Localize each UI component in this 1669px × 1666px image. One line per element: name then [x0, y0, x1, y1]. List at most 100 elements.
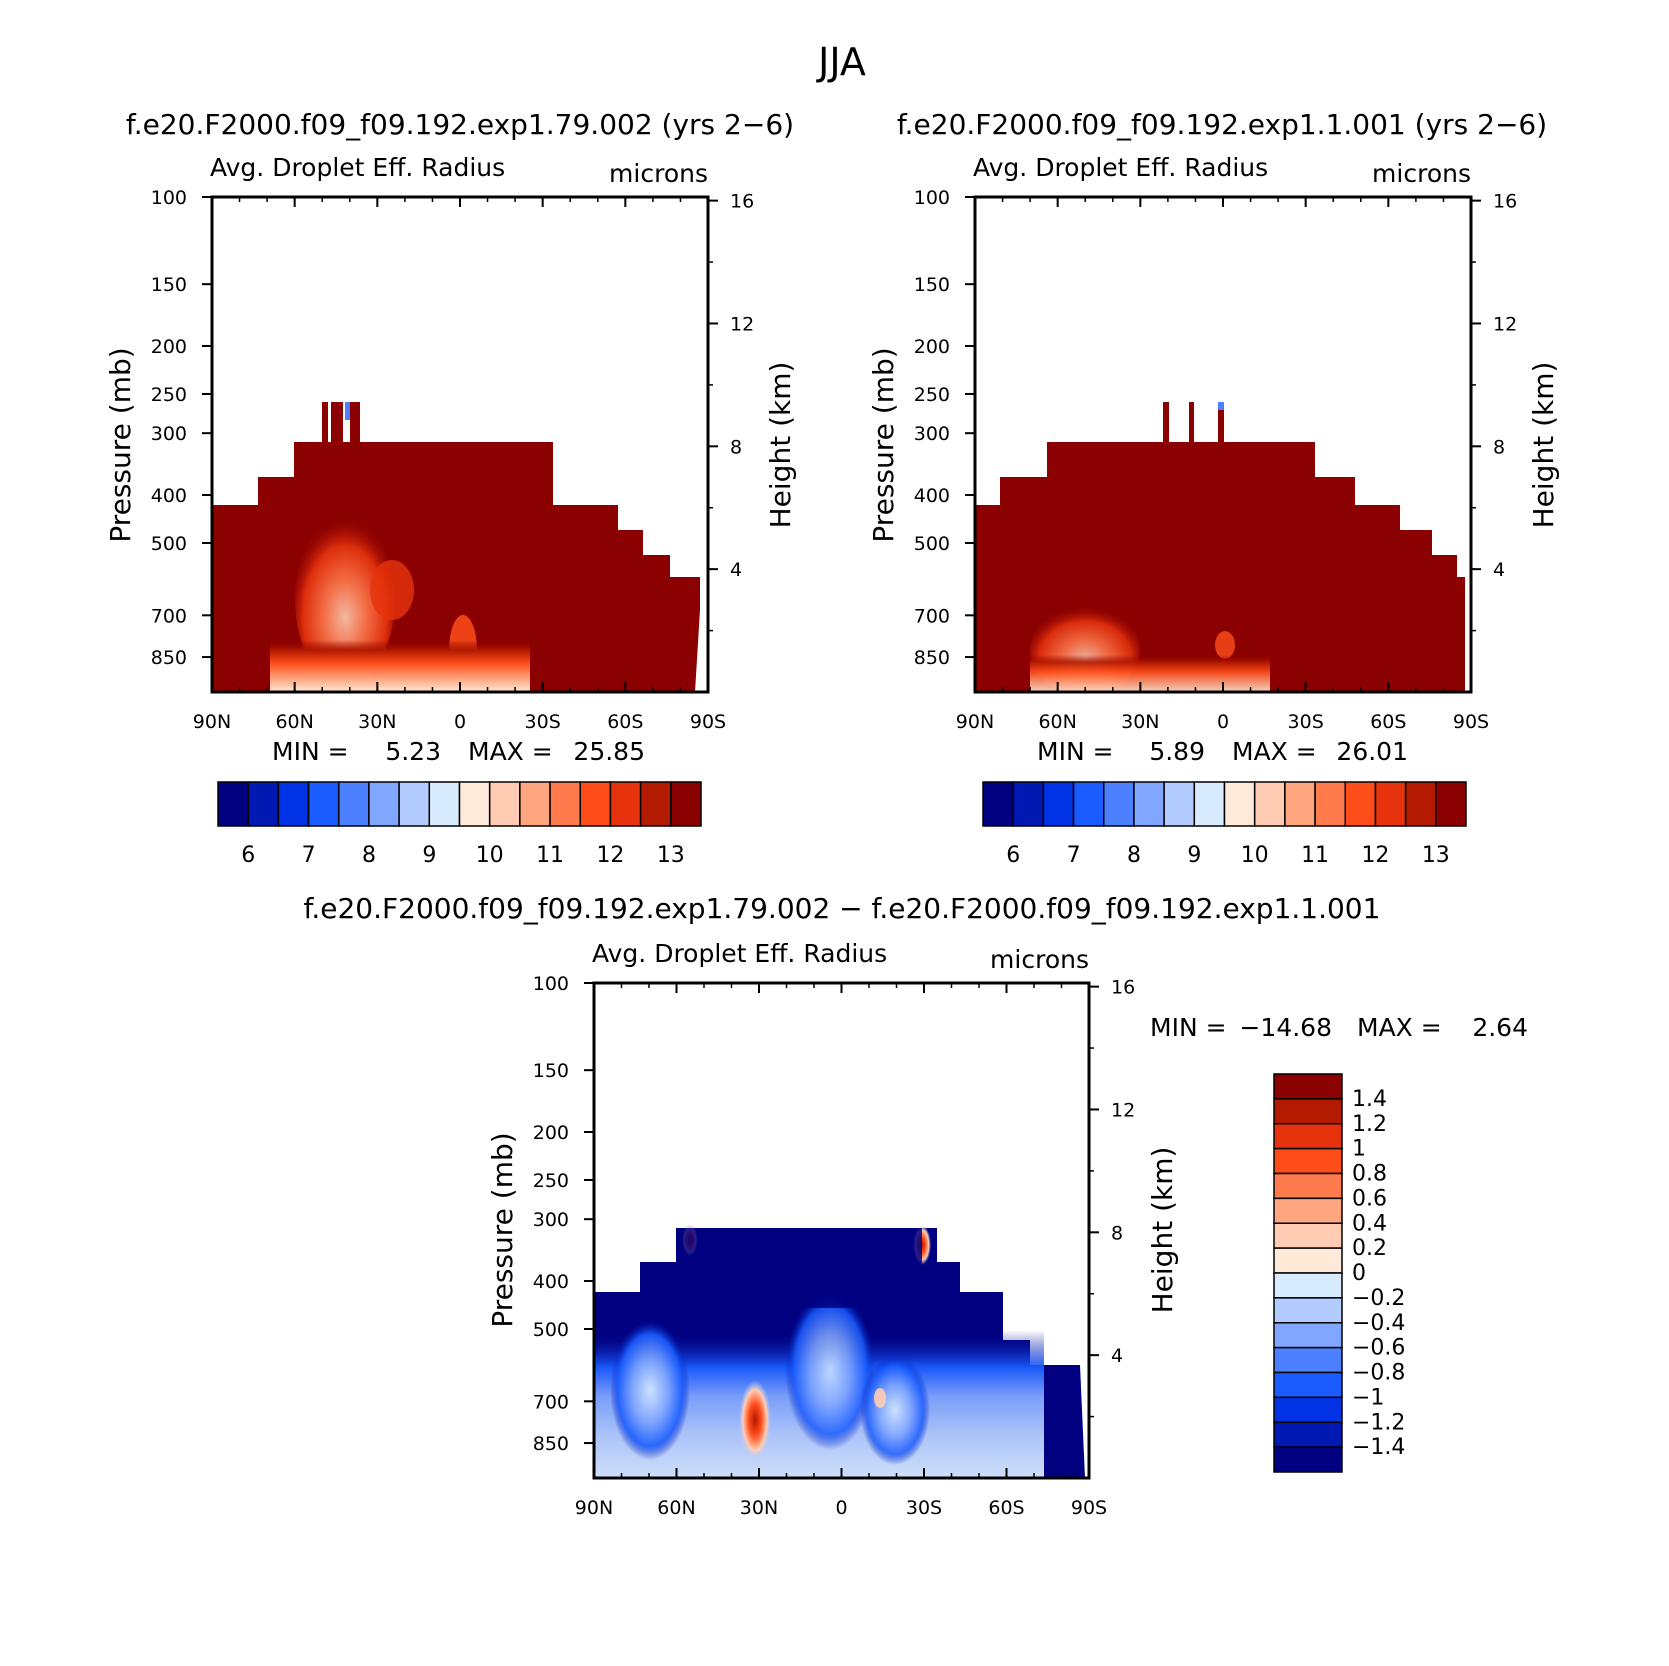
colorbar-swatch: [579, 781, 612, 827]
colorbar-label: 1.4: [1352, 1087, 1387, 1112]
colorbar-label: 11: [1301, 843, 1329, 868]
panel-1-spike: [322, 402, 328, 442]
panel-1-ylabel: Pressure (mb): [104, 347, 137, 542]
panel-2-max-label: MAX =: [1232, 737, 1317, 766]
panel-1-field: [212, 402, 708, 692]
panel-2-spike: [1218, 402, 1224, 442]
y-tick-label: 850: [914, 647, 950, 669]
x-tick-label: 0: [1217, 711, 1229, 733]
panel-1: f.e20.F2000.f09_f09.192.exp1.79.002 (yrs…: [104, 108, 797, 868]
colorbar-swatch: [1163, 781, 1196, 827]
colorbar-swatch: [1273, 1222, 1343, 1249]
x-tick-label: 30N: [740, 1497, 778, 1519]
colorbar-label: 8: [1127, 843, 1141, 868]
y2-tick-label: 4: [730, 559, 742, 581]
colorbar-swatch: [982, 781, 1014, 827]
y-tick-label: 500: [914, 533, 950, 555]
y2-tick-label: 8: [1111, 1222, 1123, 1244]
colorbar-label: 12: [596, 843, 624, 868]
colorbar-swatch: [1273, 1446, 1343, 1473]
colorbar-label: 9: [422, 843, 436, 868]
x-tick-label: 60N: [1038, 711, 1076, 733]
colorbar-label: 9: [1187, 843, 1201, 868]
panel-2-spike: [1163, 402, 1169, 442]
panel-1-spike: [331, 402, 343, 442]
y2-tick-label: 12: [1111, 1099, 1135, 1121]
y2-tick-label: 12: [730, 313, 754, 335]
panel-3-max-value: 2.64: [1472, 1013, 1528, 1042]
panel-1-max-label: MAX =: [468, 737, 553, 766]
y-tick-label: 850: [151, 647, 187, 669]
colorbar-swatch: [1314, 781, 1346, 827]
panel-1-colorbar: 6 7 8 9 10 11 12 13: [217, 781, 702, 868]
colorbar-swatch: [549, 781, 581, 827]
x-tick-label: 30N: [358, 711, 396, 733]
colorbar-label: 12: [1361, 843, 1389, 868]
panel-2-min-value: 5.89: [1149, 737, 1205, 766]
x-tick-label: 60S: [988, 1497, 1024, 1519]
y-tick-label: 250: [914, 384, 950, 406]
y-tick-label: 150: [151, 274, 187, 296]
panel-2-title-left: Avg. Droplet Eff. Radius: [973, 153, 1268, 182]
y2-tick-label: 4: [1493, 559, 1505, 581]
colorbar-label: −0.4: [1352, 1311, 1405, 1336]
x-tick-label: 90N: [956, 711, 994, 733]
y-tick-label: 700: [533, 1391, 569, 1413]
x-tick-label: 0: [454, 711, 466, 733]
panel-1-plume: [370, 560, 414, 620]
colorbar-swatch: [1253, 781, 1286, 827]
y-tick-label: 500: [533, 1319, 569, 1341]
y-tick-label: 500: [151, 533, 187, 555]
panel-2-colorbar: 6 7 8 9 10 11 12 13: [982, 781, 1467, 868]
colorbar-swatch: [1404, 781, 1437, 827]
colorbar-swatch: [1273, 1297, 1343, 1324]
colorbar-swatch: [1223, 781, 1256, 827]
panel-3-ylabel: Pressure (mb): [486, 1132, 519, 1327]
colorbar-label: 11: [536, 843, 564, 868]
colorbar-swatch: [1273, 1346, 1343, 1374]
panel-1-min-value: 5.23: [385, 737, 441, 766]
colorbar-label: 6: [1006, 843, 1020, 868]
panel-1-edge-blank: [700, 577, 708, 692]
colorbar-label: 7: [1067, 843, 1081, 868]
y-tick-label: 700: [151, 605, 187, 627]
y2-tick-label: 4: [1111, 1345, 1123, 1367]
y-tick-label: 150: [914, 274, 950, 296]
colorbar-label: 1.2: [1352, 1112, 1387, 1137]
colorbar-swatch: [1273, 1247, 1343, 1274]
colorbar-label: −0.2: [1352, 1286, 1405, 1311]
y2-tick-label: 16: [1493, 191, 1517, 213]
colorbar-label: 10: [1241, 843, 1269, 868]
panel-1-axes: 90N 60N 30N 0 30S 60S 90S 100 150 200 250 300 400 500…: [151, 187, 754, 733]
colorbar-label: 0.4: [1352, 1211, 1387, 1236]
colorbar-swatch: [217, 781, 249, 827]
colorbar-label: −0.8: [1352, 1361, 1405, 1386]
y2-tick-label: 16: [730, 191, 754, 213]
colorbar-swatch: [488, 781, 521, 827]
panel-1-max-value: 25.85: [573, 737, 645, 766]
colorbar-label: 0: [1352, 1261, 1366, 1286]
x-tick-label: 90S: [690, 711, 726, 733]
panel-3-case-title: f.e20.F2000.f09_f09.192.exp1.79.002 − f.…: [304, 892, 1381, 925]
panel-2-spike-blue: [1218, 402, 1224, 410]
colorbar-swatch: [1273, 1073, 1343, 1100]
colorbar-swatch: [670, 781, 702, 827]
panel-1-case-title: f.e20.F2000.f09_f09.192.exp1.79.002 (yrs…: [126, 108, 794, 141]
panel-2-axes: 90N 60N 30N 0 30S 60S 90S 100 150 200 250 300 400 500…: [914, 187, 1517, 733]
colorbar-swatch: [1273, 1421, 1343, 1448]
panel-1-spike-blue: [345, 402, 350, 420]
x-tick-label: 60S: [607, 711, 643, 733]
panel-3-ylabel-right: Height (km): [1146, 1147, 1179, 1314]
panel-1-title-right: microns: [609, 159, 708, 188]
x-tick-label: 60N: [275, 711, 313, 733]
panel-3-blob: [785, 1290, 875, 1450]
y-tick-label: 400: [533, 1271, 569, 1293]
panel-3-title-right: microns: [990, 945, 1089, 974]
colorbar-swatch: [1103, 781, 1135, 827]
panel-3-min-value: −14.68: [1239, 1013, 1332, 1042]
y2-tick-label: 12: [1493, 313, 1517, 335]
colorbar-swatch: [398, 781, 431, 827]
panel-2: f.e20.F2000.f09_f09.192.exp1.1.001 (yrs …: [867, 108, 1560, 868]
panel-3-field: [594, 1224, 1085, 1478]
